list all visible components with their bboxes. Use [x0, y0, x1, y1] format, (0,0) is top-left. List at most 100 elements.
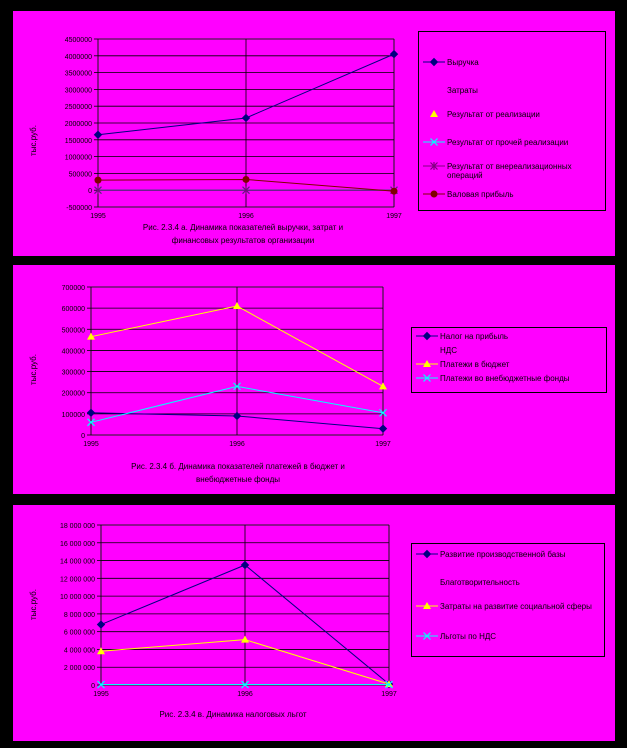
legend-marker [423, 602, 431, 609]
legend-marker [424, 347, 430, 353]
chart-3-ytick-label: 0 [91, 683, 95, 690]
chart-1-ytick-label: 1500000 [65, 138, 92, 145]
chart-2-xtick-label: 1995 [83, 441, 99, 448]
chart-2-ytick-label: 400000 [62, 348, 85, 355]
chart-1-ytick-label: 0 [88, 188, 92, 195]
chart-3-point [240, 560, 250, 570]
legend-item: Благотворительность [412, 576, 604, 596]
chart-plot-1: -500000 0 500000 1000000 1500000 2000000 25000… [65, 37, 402, 220]
legend-item: Результат от прочей реализации [419, 136, 605, 160]
legend-swatch [416, 374, 438, 382]
chart-1-xtick-label: 1995 [90, 213, 106, 220]
chart-3-ytick-label: 4 000 000 [64, 647, 95, 654]
chart-1-caption-line-1: Рис. 2.3.4 а. Динамика показателей выруч… [142, 223, 344, 232]
legend-item: Выручка [419, 56, 605, 80]
legend-swatch [430, 110, 438, 117]
chart-2-point [233, 302, 241, 310]
chart-3-point [97, 680, 105, 689]
legend-label: Благотворительность [440, 578, 520, 587]
legend-swatch [424, 579, 430, 585]
chart-3-xtick-label: 1995 [93, 691, 109, 698]
chart-3-ytick-label: 16 000 000 [60, 541, 95, 548]
chart-1-ytick-label: 3000000 [65, 87, 92, 94]
chart-plot-2: 0 100000 200000 300000 400000 500000 600000 700… [62, 285, 391, 448]
legend-marker [424, 579, 430, 585]
chart-2-point [232, 411, 242, 421]
chart-1-point [389, 49, 399, 59]
chart-2-point [379, 408, 387, 417]
chart-2-legend: Налог на прибыль НДС Платежи в бюджет Плате… [411, 327, 607, 393]
legend-label: НДС [440, 346, 457, 355]
legend-swatch [416, 360, 438, 367]
chart-3-legend: Развитие производственной базы Благотвори… [411, 543, 605, 657]
legend-swatch [423, 162, 445, 170]
legend-label: Валовая прибыль [447, 190, 514, 199]
legend-label: Результат от внереализационных операций [447, 162, 572, 180]
chart-3-point [97, 647, 105, 655]
chart-1-ytick-label: 2000000 [65, 121, 92, 128]
legend-item: Результат от реализации [419, 108, 605, 132]
chart-2-caption-line-2: внебюджетные фонды [195, 475, 280, 484]
chart-1-point [94, 186, 102, 195]
chart-1-point [242, 175, 250, 183]
legend-label: Результат от прочей реализации [447, 138, 569, 147]
chart-1-ytick-label: 1000000 [65, 155, 92, 162]
chart-1-ytick-label: 4000000 [65, 54, 92, 61]
legend-marker [422, 331, 432, 341]
chart-plot-3: 0 2 000 000 4 000 000 6 000 000 8 000 000 10 … [60, 523, 397, 698]
chart-1-legend: Выручка Затраты Результат от реализации Рез… [418, 31, 606, 211]
legend-marker [430, 190, 438, 198]
chart-1-ytick-label: 500000 [69, 171, 92, 178]
chart-1-point [390, 187, 398, 195]
chart-3-ytick-label: 2 000 000 [64, 665, 95, 672]
chart-2-point [87, 418, 95, 427]
legend-label: Платежи во внебюджетные фонды [440, 374, 570, 383]
legend-item: Льготы по НДС [412, 630, 604, 650]
legend-swatch [423, 138, 445, 146]
legend-marker [423, 632, 431, 640]
chart-2-point [233, 382, 241, 391]
chart-3-point [385, 680, 393, 688]
legend-marker [430, 162, 438, 170]
legend-label: Затраты на развитие социальной сферы [440, 602, 592, 611]
chart-3-point [241, 635, 249, 643]
legend-item: Валовая прибыль [419, 188, 605, 212]
chart-2-ytick-label: 0 [81, 433, 85, 440]
chart-1-point [93, 130, 103, 139]
chart-1-ytick-label: 4500000 [65, 37, 92, 44]
legend-item: Затраты на развитие социальной сферы [412, 600, 604, 620]
chart-1-point [241, 113, 251, 123]
chart-1-ytick-label: 3500000 [65, 71, 92, 78]
chart-3-ytick-label: 10 000 000 [60, 594, 95, 601]
legend-marker [423, 360, 431, 367]
chart-2-point [86, 408, 96, 418]
chart-2-ytick-label: 200000 [62, 391, 85, 398]
legend-swatch [423, 57, 445, 67]
chart-1-ylabel: тыс.руб. [28, 125, 38, 156]
chart-panel-3: 0 2 000 000 4 000 000 6 000 000 8 000 000 10 … [12, 504, 616, 742]
chart-panel-2: 0 100000 200000 300000 400000 500000 600000 700… [12, 264, 616, 495]
chart-panel-1: -500000 0 500000 1000000 1500000 2000000 25000… [12, 10, 616, 257]
legend-item: Налог на прибыль [412, 330, 606, 344]
chart-3-point [96, 620, 106, 629]
legend-label: Выручка [447, 58, 479, 67]
legend-swatch [424, 347, 430, 353]
legend-item: НДС [412, 344, 606, 358]
chart-2-xtick-label: 1996 [229, 441, 245, 448]
chart-3-xtick-label: 1997 [381, 691, 397, 698]
chart-1-xtick-label: 1997 [386, 213, 402, 220]
legend-marker [430, 138, 438, 146]
legend-item: Платежи в бюджет [412, 358, 606, 372]
legend-swatch [416, 632, 438, 640]
chart-2-point [378, 424, 388, 433]
chart-3-ytick-label: 6 000 000 [64, 630, 95, 637]
legend-label: Затраты [447, 86, 478, 95]
chart-1-point [242, 186, 250, 195]
legend-label: Налог на прибыль [440, 332, 509, 341]
chart-3-ytick-label: 18 000 000 [60, 523, 95, 530]
chart-3-point [241, 680, 249, 689]
chart-2-xtick-label: 1997 [375, 441, 391, 448]
chart-3-ytick-label: 12 000 000 [60, 576, 95, 583]
chart-3-caption: Рис. 2.3.4 в. Динамика налоговых льгот [83, 708, 383, 721]
chart-3-ytick-label: 8 000 000 [64, 612, 95, 619]
